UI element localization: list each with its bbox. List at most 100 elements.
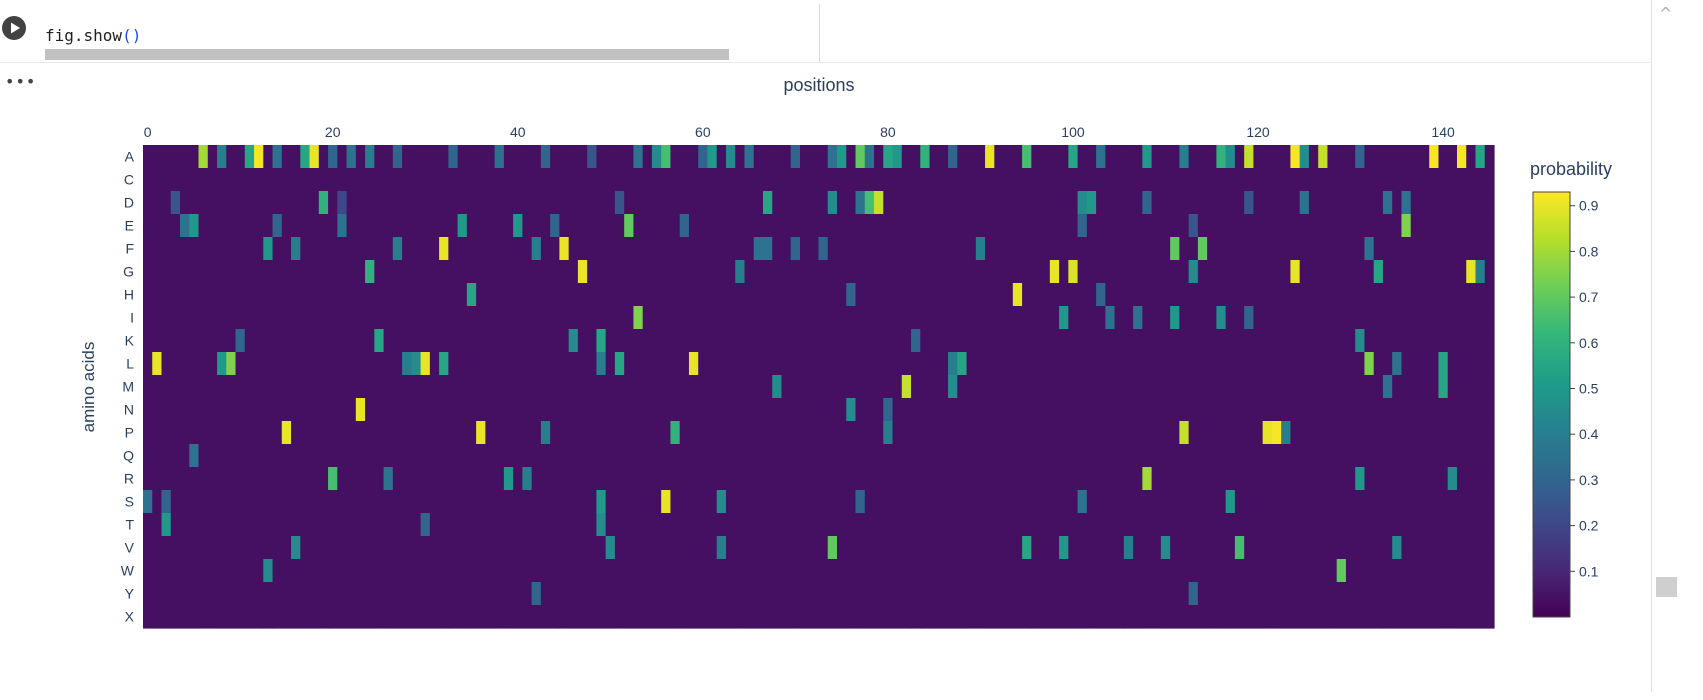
y-tick-label: N xyxy=(124,402,134,418)
heatmap-cell xyxy=(1170,582,1180,606)
scroll-up-icon[interactable]: ^ xyxy=(1659,4,1673,23)
heatmap-cell xyxy=(966,191,977,215)
heatmap-cell xyxy=(688,444,699,468)
heatmap-cell xyxy=(1355,191,1366,215)
heatmap-cell xyxy=(540,283,551,307)
heatmap-cell xyxy=(1234,191,1245,215)
heatmap-cell xyxy=(818,260,829,284)
heatmap-cell xyxy=(596,191,607,215)
heatmap-cell xyxy=(1086,582,1097,606)
heatmap-cell xyxy=(161,306,172,330)
heatmap-cell xyxy=(837,421,847,445)
heatmap-cell xyxy=(300,513,311,537)
heatmap-cell xyxy=(614,260,625,284)
heatmap-cell xyxy=(1447,444,1458,468)
heatmap-cell xyxy=(1281,260,1292,284)
heatmap-cell xyxy=(143,306,153,330)
heatmap-cell xyxy=(1281,283,1292,307)
heatmap-cell xyxy=(1105,444,1116,468)
heatmap-cell xyxy=(337,582,348,606)
heatmap-cell xyxy=(170,444,181,468)
heatmap-cell xyxy=(1355,559,1366,583)
heatmap-cell xyxy=(1262,398,1273,422)
heatmap-cell xyxy=(799,605,810,629)
heatmap-cell xyxy=(1188,306,1199,330)
heatmap-cell xyxy=(688,168,699,192)
heatmap-cell xyxy=(1142,329,1153,353)
heatmap-cell xyxy=(577,444,588,468)
heatmap-cell xyxy=(143,605,153,629)
heatmap-cell xyxy=(799,513,810,537)
heatmap-cell xyxy=(883,513,894,537)
heatmap-cell xyxy=(198,214,209,238)
heatmap-cell xyxy=(966,145,977,169)
heatmap-cell xyxy=(1327,283,1338,307)
heatmap-cell xyxy=(624,582,635,606)
vertical-scrollbar-thumb[interactable] xyxy=(1656,577,1677,597)
heatmap-cell xyxy=(189,306,200,330)
heatmap-cell xyxy=(744,145,755,169)
heatmap-cell xyxy=(1003,306,1014,330)
heatmap-cell xyxy=(1475,444,1486,468)
y-tick-label: L xyxy=(126,356,134,372)
heatmap-cell xyxy=(457,444,468,468)
heatmap-cell xyxy=(688,559,699,583)
heatmap-cell xyxy=(1096,214,1106,238)
heatmap-cell xyxy=(485,168,496,192)
heatmap-cell xyxy=(1336,605,1347,629)
heatmap-cell xyxy=(725,559,736,583)
heatmap-cell xyxy=(1031,467,1042,491)
heatmap-cell xyxy=(911,398,921,422)
heatmap-cell xyxy=(1216,444,1227,468)
heatmap-cell xyxy=(901,191,912,215)
heatmap-cell xyxy=(762,168,773,192)
heatmap-cell xyxy=(698,191,709,215)
heatmap-cell xyxy=(744,421,755,445)
heatmap-cell xyxy=(837,260,847,284)
run-cell-icon[interactable] xyxy=(0,14,28,42)
y-tick-label: P xyxy=(125,425,134,441)
heatmap-cell xyxy=(143,398,153,422)
heatmap-cell xyxy=(1392,306,1403,330)
heatmap-cell xyxy=(531,237,542,261)
heatmap-cell xyxy=(494,352,505,376)
heatmap-cell xyxy=(568,260,579,284)
heatmap-cell xyxy=(1475,398,1486,422)
heatmap-cell xyxy=(735,467,746,491)
heatmap-cell xyxy=(476,352,486,376)
heatmap-cell xyxy=(1197,375,1208,399)
heatmap-cell xyxy=(1364,191,1375,215)
heatmap-cell xyxy=(762,582,773,606)
heatmap-cell xyxy=(485,329,496,353)
heatmap-cell xyxy=(1318,559,1329,583)
heatmap-cell xyxy=(300,168,311,192)
output-menu-icon[interactable]: ••• xyxy=(5,72,37,91)
heatmap-cell xyxy=(1401,260,1412,284)
heatmap-cell xyxy=(864,444,875,468)
heatmap-cell xyxy=(1151,559,1162,583)
heatmap-cell xyxy=(291,375,301,399)
heatmap-cell xyxy=(439,559,449,583)
heatmap-cell xyxy=(355,536,366,560)
heatmap-cell xyxy=(975,398,986,422)
heatmap-cell xyxy=(531,352,542,376)
heatmap-cell xyxy=(1040,283,1051,307)
heatmap-cell xyxy=(1373,352,1384,376)
heatmap-cell xyxy=(781,145,792,169)
heatmap-cell xyxy=(864,237,875,261)
heatmap-cell xyxy=(346,214,357,238)
heatmap-cell xyxy=(189,168,200,192)
heatmap-cell xyxy=(1096,605,1106,629)
horizontal-scrollbar[interactable] xyxy=(45,49,729,60)
heatmap-cell xyxy=(217,168,227,192)
code-text[interactable]: fig.show() xyxy=(45,26,141,45)
heatmap-cell xyxy=(864,375,875,399)
heatmap-cell xyxy=(1142,513,1153,537)
heatmap-cell xyxy=(827,375,838,399)
heatmap-cell xyxy=(892,559,903,583)
heatmap-cell xyxy=(272,536,283,560)
heatmap-cell xyxy=(1345,352,1356,376)
heatmap-cell xyxy=(762,467,773,491)
heatmap-cell xyxy=(1253,191,1264,215)
heatmap-cell xyxy=(420,398,431,422)
